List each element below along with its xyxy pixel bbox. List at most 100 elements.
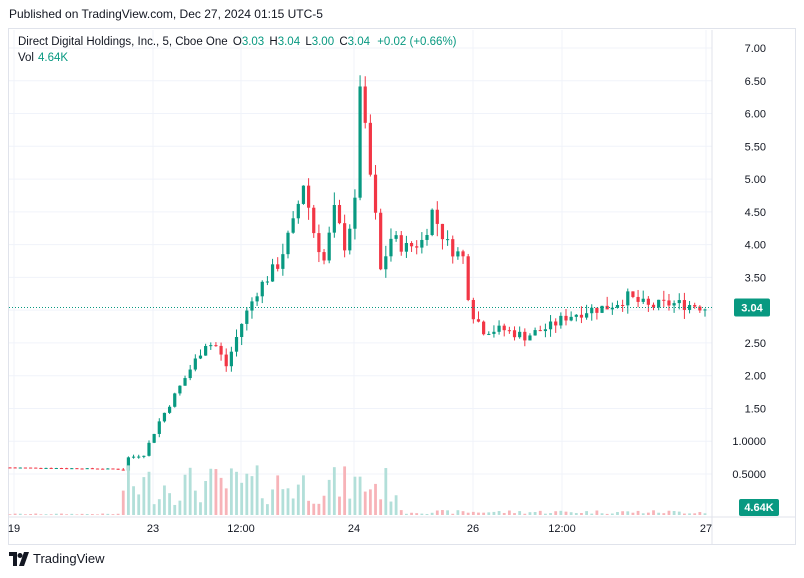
candle-body — [657, 299, 661, 308]
chart-frame — [8, 28, 796, 545]
candle-body — [610, 307, 614, 310]
volume-bar — [75, 514, 79, 515]
candle-body — [245, 310, 249, 324]
x-tick-label: 19 — [8, 523, 20, 535]
volume-bar — [693, 513, 697, 515]
volume-bar — [621, 511, 625, 515]
volume-value: 4.64K — [38, 52, 69, 64]
volume-bar — [497, 511, 501, 515]
candle-body — [600, 305, 604, 313]
volume-bar — [471, 511, 475, 515]
candle-body — [461, 251, 465, 257]
candle-body — [255, 296, 259, 302]
volume-bar — [435, 510, 439, 515]
brand-name: TradingView — [33, 551, 105, 566]
candle-body — [394, 235, 398, 239]
volume-bar — [312, 503, 316, 515]
candle-body — [631, 291, 635, 297]
candle-body — [209, 345, 213, 347]
candle-body — [554, 321, 558, 326]
volume-bar — [482, 512, 486, 515]
volume-bar — [461, 511, 465, 515]
candle-body — [219, 345, 223, 355]
candle-body — [409, 243, 414, 247]
candle-body — [651, 304, 656, 308]
candle-body — [301, 185, 306, 204]
candle-body — [142, 455, 146, 457]
candle-body — [95, 468, 100, 470]
candle-body — [18, 467, 22, 469]
candle-body — [445, 239, 450, 241]
candle-body — [430, 209, 434, 235]
volume-bar — [523, 513, 527, 515]
volume-bar — [286, 488, 290, 515]
candle-body — [270, 264, 275, 282]
volume-bar — [528, 512, 532, 515]
volume-bar — [240, 482, 244, 515]
volume-bar — [683, 513, 686, 515]
candle-body — [440, 223, 445, 240]
volume-bar — [132, 486, 135, 515]
candle-body — [198, 355, 203, 359]
volume-bar — [18, 513, 22, 515]
volume-bar — [70, 513, 74, 515]
y-tick-label: 2.50 — [745, 338, 766, 350]
volume-bar — [85, 514, 89, 515]
y-tick-label: 4.00 — [745, 240, 766, 252]
volume-bar — [250, 476, 254, 515]
candle-body — [90, 468, 94, 470]
volume-legend: Vol 4.64K — [18, 52, 68, 64]
volume-bar — [513, 513, 516, 515]
candle-body — [286, 232, 290, 255]
candle-body — [162, 412, 167, 422]
volume-bar — [302, 475, 305, 515]
volume-bar — [672, 510, 676, 515]
volume-bar — [358, 476, 362, 515]
candle-body — [101, 468, 105, 470]
volume-bar — [199, 502, 202, 515]
volume-bar — [229, 468, 233, 515]
volume-bar — [600, 513, 604, 515]
volume-bar — [39, 514, 43, 515]
volume-bar — [111, 514, 115, 515]
candle-body — [698, 306, 702, 311]
volume-bar — [564, 511, 568, 515]
volume-bar — [322, 495, 326, 515]
volume-bar — [317, 503, 321, 515]
volume-bar — [363, 491, 367, 515]
volume-bar — [446, 510, 449, 515]
candle-body — [487, 333, 491, 335]
volume-bar — [101, 513, 105, 515]
candle-body — [173, 393, 177, 407]
candle-body — [327, 232, 331, 261]
candle-body — [332, 205, 336, 233]
candle-body — [70, 468, 74, 470]
volume-bar — [425, 513, 429, 515]
x-tick-label: 12:00 — [227, 523, 255, 535]
volume-bar — [80, 513, 84, 515]
volume-bar — [662, 513, 666, 515]
candle-body — [559, 315, 563, 326]
candle-body — [662, 299, 666, 301]
candle-body — [703, 309, 707, 311]
candle-body — [54, 468, 58, 470]
candle-body — [533, 330, 537, 336]
candle-body — [312, 207, 316, 234]
candle-body — [224, 354, 228, 367]
candle-body — [276, 264, 280, 269]
candle-body — [8, 467, 12, 469]
candle-body — [234, 337, 239, 352]
last-price-badge-label: 3.04 — [741, 303, 763, 315]
candle-body — [641, 298, 645, 302]
candle-body — [265, 281, 270, 283]
y-tick-label: 5.50 — [745, 141, 766, 153]
footer-brand[interactable]: TradingView — [9, 551, 105, 566]
candle-body — [451, 239, 455, 257]
volume-bar — [549, 513, 552, 515]
volume-bar — [343, 466, 347, 515]
volume-badge-label: 4.64K — [744, 502, 773, 514]
volume-bar — [477, 512, 480, 515]
volume-bar — [554, 511, 558, 515]
volume-bar — [219, 477, 223, 515]
